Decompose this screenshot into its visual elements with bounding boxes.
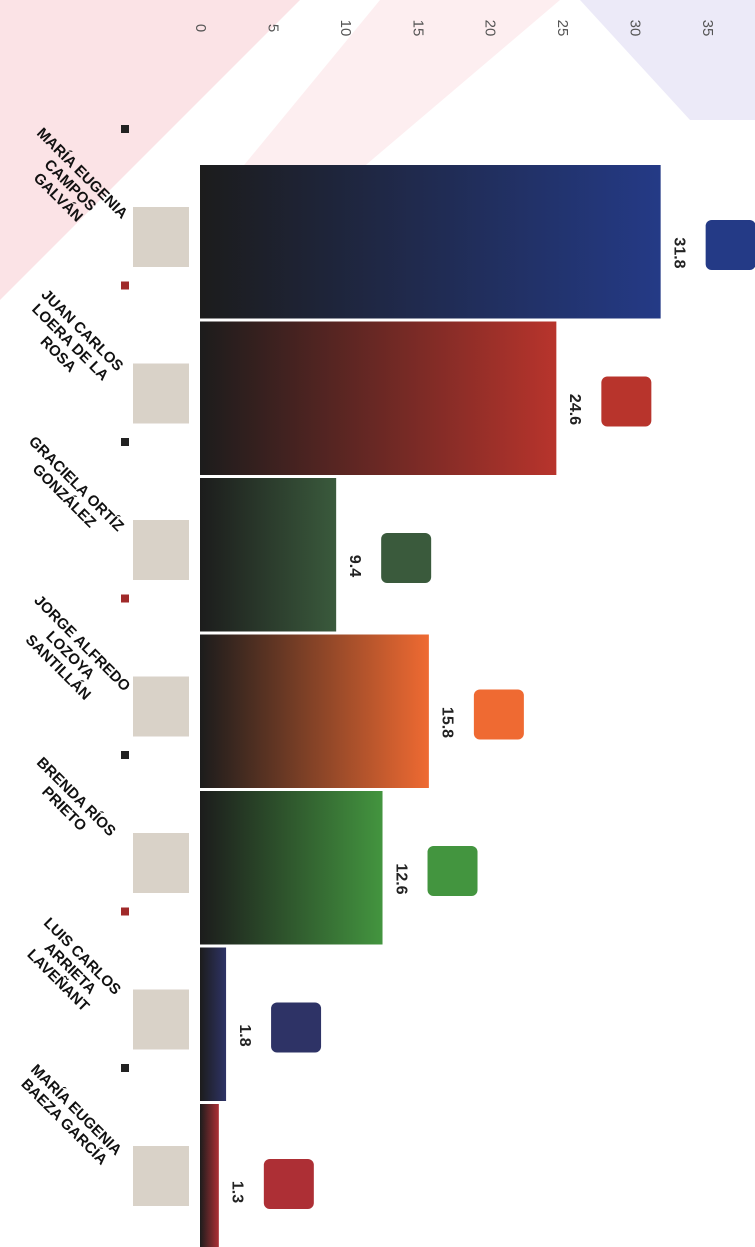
background-stripe	[580, 0, 755, 120]
data-label: 1.3	[229, 1181, 246, 1203]
y-tick-label: 35	[699, 20, 716, 37]
bullet	[121, 438, 129, 446]
y-tick-label: 0	[192, 24, 209, 32]
party-logo	[427, 846, 478, 896]
y-tick-label: 5	[264, 24, 281, 32]
y-tick-label: 15	[409, 20, 426, 37]
data-label: 15.8	[439, 707, 456, 738]
bullet	[121, 125, 129, 133]
bullet	[121, 751, 129, 759]
bullet	[121, 281, 129, 290]
bar	[200, 947, 227, 1101]
data-label: 31.8	[670, 237, 687, 268]
party-logo	[271, 1002, 322, 1053]
party-logo	[381, 533, 432, 583]
candidate-photo	[133, 989, 189, 1050]
bar	[200, 165, 661, 319]
candidate-photo	[133, 676, 189, 737]
bullet	[121, 1064, 129, 1072]
y-tick-label: 20	[482, 20, 499, 37]
background-stripe	[0, 0, 300, 300]
party-logo	[263, 1159, 314, 1209]
bar	[200, 478, 337, 632]
y-tick-label: 10	[337, 20, 354, 37]
candidate-photo	[133, 207, 189, 267]
data-label: 1.8	[236, 1024, 253, 1046]
data-label: 24.6	[566, 394, 583, 425]
bar	[200, 791, 383, 945]
bar	[200, 634, 429, 788]
bullet	[121, 907, 129, 916]
candidate-photo	[133, 363, 189, 424]
candidate-photo	[133, 1146, 189, 1206]
bar	[200, 321, 557, 475]
y-tick-label: 25	[554, 20, 571, 37]
bullet	[121, 594, 129, 603]
party-logo	[473, 689, 524, 740]
data-label: 9.4	[346, 555, 363, 577]
candidate-photo	[133, 833, 189, 893]
party-logo	[705, 220, 755, 270]
candidate-photo	[133, 520, 189, 580]
y-tick-label: 30	[627, 20, 644, 37]
background-stripe	[240, 0, 560, 170]
bar	[200, 1104, 219, 1247]
party-logo	[601, 376, 652, 427]
data-label: 12.6	[392, 863, 409, 894]
